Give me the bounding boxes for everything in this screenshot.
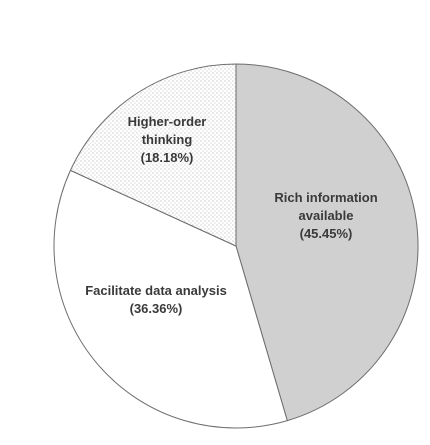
pie-labels: Rich information available (45.45%) Facilit… bbox=[85, 114, 378, 316]
pie-slice-facilitate-data-analysis bbox=[53, 169, 288, 429]
slice-label-line: available bbox=[299, 208, 354, 223]
slice-label-line: Rich information bbox=[274, 190, 377, 205]
slice-percent: (18.18%) bbox=[141, 150, 194, 165]
slice-label-line: Facilitate data analysis bbox=[85, 283, 227, 298]
slice-label-line: Higher-order bbox=[128, 114, 207, 129]
slice-label-rich-information-available: Rich information available (45.45%) bbox=[274, 190, 377, 241]
pie-slice-higher-order-thinking bbox=[69, 63, 237, 247]
slice-label-line: thinking bbox=[142, 132, 193, 147]
slice-label-facilitate-data-analysis: Facilitate data analysis (36.36%) bbox=[85, 283, 227, 316]
slice-percent: (45.45%) bbox=[300, 226, 353, 241]
pie-slice-rich-information-available bbox=[235, 63, 419, 422]
pie-slices bbox=[53, 63, 419, 429]
slice-percent: (36.36%) bbox=[130, 301, 183, 316]
slice-label-higher-order-thinking: Higher-order thinking (18.18%) bbox=[128, 114, 207, 165]
